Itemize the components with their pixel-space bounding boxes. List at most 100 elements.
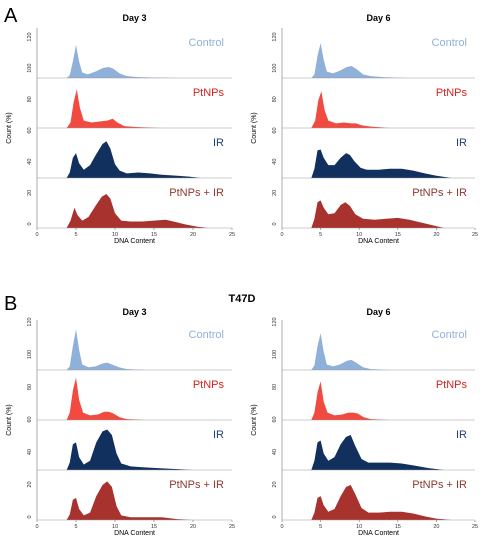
y-tick-label: 40 xyxy=(272,159,278,165)
x-tick-label: 10 xyxy=(112,232,118,238)
y-tick-label: 80 xyxy=(272,96,278,102)
x-tick-label: 15 xyxy=(151,524,157,530)
histogram-area xyxy=(311,149,452,178)
y-tick-label: 0 xyxy=(272,222,278,225)
y-tick-label: 60 xyxy=(272,127,278,133)
x-tick-label: 10 xyxy=(112,524,118,530)
histogram-panel: Day 6 Count (%) DNA Content Control PtNPs IR P… xyxy=(251,307,478,537)
condition-label: PtNPs xyxy=(436,87,468,99)
histogram-area xyxy=(311,91,391,128)
condition-label: IR xyxy=(456,137,467,149)
y-tick-label: 120 xyxy=(272,32,278,41)
histogram-area xyxy=(66,141,201,178)
histogram-area xyxy=(311,43,406,78)
y-tick-label: 100 xyxy=(27,350,33,359)
y-tick-label: 60 xyxy=(27,416,33,422)
condition-label: Control xyxy=(432,37,467,49)
histogram-area xyxy=(66,193,209,228)
y-tick-label: 60 xyxy=(272,416,278,422)
histogram-area xyxy=(311,435,445,470)
condition-label: IR xyxy=(456,429,467,441)
histogram-panel: Day 6 Count (%) DNA Content Control PtNPs IR P… xyxy=(251,13,478,245)
y-tick-label: 120 xyxy=(272,317,278,326)
y-tick-label: 0 xyxy=(272,515,278,518)
histogram-area xyxy=(311,381,391,420)
condition-label: PtNPs + IR xyxy=(412,187,467,199)
panel-title: Day 6 xyxy=(366,307,390,317)
panel-b-title: T47D xyxy=(229,293,256,305)
y-tick-label: 20 xyxy=(272,481,278,487)
panel-title: Day 3 xyxy=(122,307,146,317)
x-axis-label: DNA Content xyxy=(114,530,155,537)
y-tick-label: 80 xyxy=(27,96,33,102)
y-axis-label: Count (%) xyxy=(6,112,13,144)
x-tick-label: 10 xyxy=(356,524,362,530)
x-tick-label: 20 xyxy=(190,232,196,238)
panel-title: Day 6 xyxy=(366,13,390,23)
y-tick-label: 20 xyxy=(272,190,278,196)
y-axis-label: Count (%) xyxy=(251,112,258,144)
y-tick-label: 100 xyxy=(272,64,278,73)
condition-label: IR xyxy=(213,429,224,441)
condition-label: IR xyxy=(213,137,224,149)
condition-label: Control xyxy=(432,329,467,341)
y-axis-label: Count (%) xyxy=(251,404,258,436)
y-tick-label: 40 xyxy=(272,449,278,455)
panels: Day 3 Count (%) DNA Content Control PtNPs IR P… xyxy=(6,13,478,537)
x-tick-label: 0 xyxy=(35,524,38,530)
y-tick-label: 120 xyxy=(27,317,33,326)
x-tick-label: 5 xyxy=(74,232,77,238)
x-tick-label: 20 xyxy=(433,232,439,238)
histogram-panel: Day 3 Count (%) DNA Content Control PtNPs IR P… xyxy=(6,13,235,245)
x-tick-label: 25 xyxy=(472,524,478,530)
y-tick-label: 100 xyxy=(27,64,33,73)
y-tick-label: 20 xyxy=(27,190,33,196)
histogram-area xyxy=(66,44,178,78)
y-tick-label: 60 xyxy=(27,127,33,133)
histogram-area xyxy=(66,429,193,470)
y-tick-label: 40 xyxy=(27,449,33,455)
x-tick-label: 0 xyxy=(35,232,38,238)
histogram-area xyxy=(311,200,445,228)
y-tick-label: 80 xyxy=(272,384,278,390)
x-tick-label: 15 xyxy=(395,232,401,238)
x-tick-label: 5 xyxy=(319,524,322,530)
condition-label: PtNPs xyxy=(436,379,468,391)
x-tick-label: 25 xyxy=(229,232,235,238)
condition-label: PtNPs xyxy=(193,87,225,99)
x-axis-label: DNA Content xyxy=(358,238,399,245)
y-tick-label: 20 xyxy=(27,481,33,487)
x-tick-label: 0 xyxy=(280,232,283,238)
x-axis-label: DNA Content xyxy=(358,530,399,537)
x-tick-label: 25 xyxy=(472,232,478,238)
histogram-area xyxy=(311,333,391,370)
condition-label: Control xyxy=(189,37,224,49)
x-tick-label: 20 xyxy=(190,524,196,530)
y-axis-label: Count (%) xyxy=(6,404,13,436)
x-tick-label: 25 xyxy=(229,524,235,530)
panel-b-letter: B xyxy=(4,293,17,315)
y-tick-label: 0 xyxy=(27,515,33,518)
x-tick-label: 10 xyxy=(356,232,362,238)
histogram-area xyxy=(66,481,193,520)
x-axis-label: DNA Content xyxy=(114,238,155,245)
y-tick-label: 80 xyxy=(27,384,33,390)
histogram-area xyxy=(66,89,162,128)
condition-label: PtNPs + IR xyxy=(169,187,224,199)
x-tick-label: 20 xyxy=(433,524,439,530)
x-tick-label: 5 xyxy=(74,524,77,530)
x-tick-label: 15 xyxy=(151,232,157,238)
panel-a-letter: A xyxy=(4,5,18,27)
y-tick-label: 120 xyxy=(27,32,33,41)
x-tick-label: 0 xyxy=(280,524,283,530)
condition-label: Control xyxy=(189,329,224,341)
y-tick-label: 40 xyxy=(27,159,33,165)
y-tick-label: 0 xyxy=(27,222,33,225)
x-tick-label: 5 xyxy=(319,232,322,238)
x-tick-label: 15 xyxy=(395,524,401,530)
histogram-panel: Day 3 Count (%) DNA Content Control PtNPs IR P… xyxy=(6,307,235,537)
histogram-area xyxy=(311,485,452,520)
panel-title: Day 3 xyxy=(122,13,146,23)
condition-label: PtNPs xyxy=(193,379,225,391)
